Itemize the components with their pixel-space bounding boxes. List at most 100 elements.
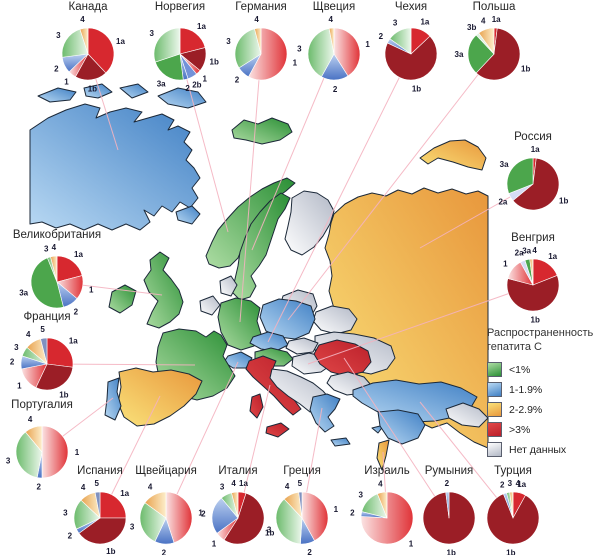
pie-slice-5 bbox=[298, 491, 303, 519]
pie-label-3a: 3a bbox=[455, 50, 464, 59]
pie-label-2: 2 bbox=[68, 532, 73, 541]
pie-label-3: 3 bbox=[267, 526, 272, 535]
pie-chart-russia: 1a 1b 2a 3a bbox=[498, 145, 568, 211]
pie-label-4: 4 bbox=[148, 483, 153, 492]
pie-label-2: 2 bbox=[74, 307, 79, 316]
pie-label-1: 1 bbox=[293, 59, 298, 68]
pie-title-france: Франция bbox=[23, 311, 71, 323]
pie-slice-1 bbox=[248, 27, 288, 81]
pie-label-3a: 3a bbox=[522, 246, 531, 255]
pie-label-4: 4 bbox=[378, 479, 383, 488]
pie-slice-2 bbox=[211, 497, 239, 534]
pie-chart-romania: 1b 2 bbox=[422, 479, 476, 555]
pie-slice-1 bbox=[301, 491, 329, 542]
pie-label-5: 5 bbox=[40, 325, 45, 334]
pie-slice-1a bbox=[56, 255, 83, 283]
country-syria bbox=[377, 409, 426, 445]
pie-title-poland: Польша bbox=[472, 1, 516, 13]
pie-label-1b: 1b bbox=[412, 84, 421, 93]
pie-slice-4 bbox=[478, 27, 495, 55]
pie-label-3: 3 bbox=[226, 37, 231, 46]
pie-slice-1b bbox=[35, 363, 74, 391]
country-greece bbox=[309, 393, 341, 433]
connector-romania bbox=[343, 357, 450, 519]
pie-slice-1b bbox=[384, 35, 438, 81]
pie-russia: Россия 1a 1b 2a 3a bbox=[485, 130, 581, 231]
pie-label-4: 4 bbox=[285, 482, 290, 491]
pie-title-italy: Италия bbox=[218, 465, 258, 477]
pie-label-2: 2 bbox=[500, 481, 505, 490]
legend-label-nodata: Нет данных bbox=[509, 443, 567, 456]
country-crete bbox=[330, 437, 351, 447]
pie-chart-uk: 1a 1 2 3a 3 4 bbox=[19, 243, 94, 317]
pie-title-greece: Греция bbox=[283, 465, 321, 477]
pie-label-3: 3 bbox=[6, 457, 11, 466]
pie-label-4: 4 bbox=[516, 479, 521, 488]
country-sardinia bbox=[249, 393, 264, 419]
pie-slice-1b bbox=[223, 492, 265, 545]
pie-label-3a: 3a bbox=[19, 289, 28, 298]
pie-chart-france: 1a 1b 1 2 345 bbox=[10, 325, 78, 400]
pie-label-3: 3 bbox=[358, 491, 363, 500]
connector-poland bbox=[287, 53, 495, 321]
country-czech bbox=[249, 331, 289, 352]
pie-label-2: 2 bbox=[162, 549, 167, 555]
pie-label-1b: 1b bbox=[59, 391, 68, 400]
country-caucasus bbox=[445, 402, 489, 428]
country-ireland bbox=[108, 284, 137, 314]
pie-slice-3 bbox=[389, 27, 412, 55]
pie-slice-4 bbox=[254, 27, 262, 55]
pie-slice-1 bbox=[165, 491, 193, 544]
legend-swatch-b1-19 bbox=[487, 382, 502, 398]
pie-slice-1b bbox=[475, 27, 521, 81]
pie-canada: Канада 1a 1b 1 2 3 4 bbox=[40, 0, 136, 101]
pie-label-3a: 3a bbox=[157, 79, 166, 88]
pie-title-romania: Румыния bbox=[424, 465, 474, 477]
pie-label-1b: 1b bbox=[265, 529, 274, 538]
pie-slice-4 bbox=[79, 27, 89, 55]
pie-chart-poland: 1a 1b 3a 3b 4 bbox=[455, 15, 530, 81]
pie-label-4: 4 bbox=[328, 15, 333, 24]
pie-label-1b: 1b bbox=[521, 65, 530, 74]
pie-label-1a: 1a bbox=[517, 480, 526, 489]
pie-germany: Германия 1 2 3 4 bbox=[213, 0, 309, 101]
connector-hungary bbox=[307, 284, 534, 365]
pie-label-2a: 2a bbox=[498, 198, 507, 207]
pie-slice-3 bbox=[139, 502, 167, 542]
pie-label-1: 1 bbox=[503, 259, 508, 268]
legend-swatch-lt1 bbox=[487, 362, 502, 378]
pie-label-1b: 1b bbox=[88, 85, 97, 94]
connector-sweden bbox=[251, 53, 335, 251]
pie-label-2b: 2b bbox=[192, 81, 201, 90]
pie-label-1a: 1a bbox=[239, 479, 248, 488]
pie-label-1a: 1a bbox=[197, 22, 206, 31]
pie-slice-3a bbox=[467, 34, 495, 74]
pie-label-2: 2 bbox=[445, 479, 450, 488]
pie-label-1a: 1a bbox=[492, 15, 501, 24]
pie-slice-3 bbox=[275, 498, 303, 545]
pie-slice-3a bbox=[30, 257, 64, 309]
pie-label-3: 3 bbox=[56, 31, 61, 40]
pie-slice-3 bbox=[234, 28, 262, 69]
pie-label-3: 3 bbox=[63, 508, 68, 517]
pie-label-2: 2 bbox=[201, 509, 206, 518]
pie-label-1b: 1b bbox=[506, 549, 515, 555]
pie-uk: Великобритания 1a 1 2 3a 3 4 bbox=[9, 228, 105, 329]
pie-title-czech: Чехия bbox=[394, 1, 428, 13]
legend-item-lt1: <1% bbox=[487, 362, 603, 378]
pie-label-1b: 1b bbox=[106, 547, 115, 555]
pie-slice-1b bbox=[506, 275, 560, 312]
pie-label-1b: 1b bbox=[447, 549, 456, 555]
pie-label-1a: 1a bbox=[420, 18, 429, 27]
country-portugal bbox=[104, 377, 122, 421]
legend: Распространенность гепатита С <1% 1-1.9%… bbox=[487, 326, 603, 458]
pie-spain: Испания 1a 1b 2 3 4 5 bbox=[52, 464, 148, 555]
pie-label-2: 2 bbox=[36, 483, 41, 492]
legend-swatch-nodata bbox=[487, 442, 502, 458]
pie-label-2: 2 bbox=[379, 32, 384, 41]
legend-title-line1: Распространенность bbox=[487, 327, 594, 339]
country-greenland_tip bbox=[157, 87, 207, 109]
pie-label-1a: 1a bbox=[69, 337, 78, 346]
